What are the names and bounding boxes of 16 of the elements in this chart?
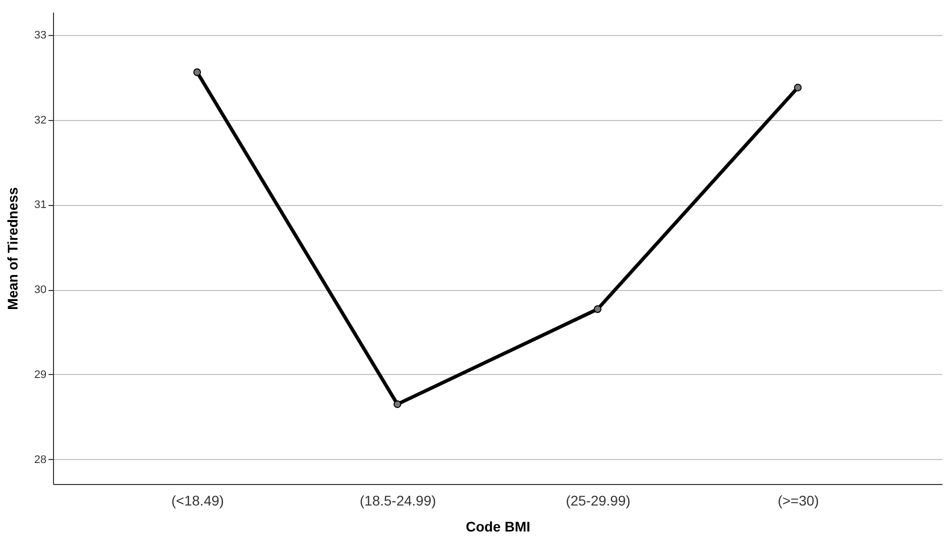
- point: [193, 68, 202, 76]
- y-tick-label: 29: [34, 368, 46, 381]
- x-tick-label: (>=30): [778, 492, 819, 508]
- point: [394, 400, 402, 408]
- y-tick-label: 32: [34, 114, 46, 126]
- point: [594, 305, 602, 313]
- y-axis-title: Mean of Tiredness: [4, 186, 20, 310]
- y-tick-label: 30: [34, 284, 46, 296]
- y-tick-label: 33: [34, 29, 46, 42]
- x-tick-label: (18.5-24.99): [360, 492, 436, 508]
- x-axis-title: Code BMI: [466, 518, 530, 534]
- x-tick-label: (25-29.99): [566, 492, 630, 508]
- y-tick-label: 28: [34, 454, 46, 466]
- x-tick-label: (<18.49): [171, 492, 224, 508]
- y-tick-label: 31: [34, 199, 46, 212]
- point: [794, 84, 802, 92]
